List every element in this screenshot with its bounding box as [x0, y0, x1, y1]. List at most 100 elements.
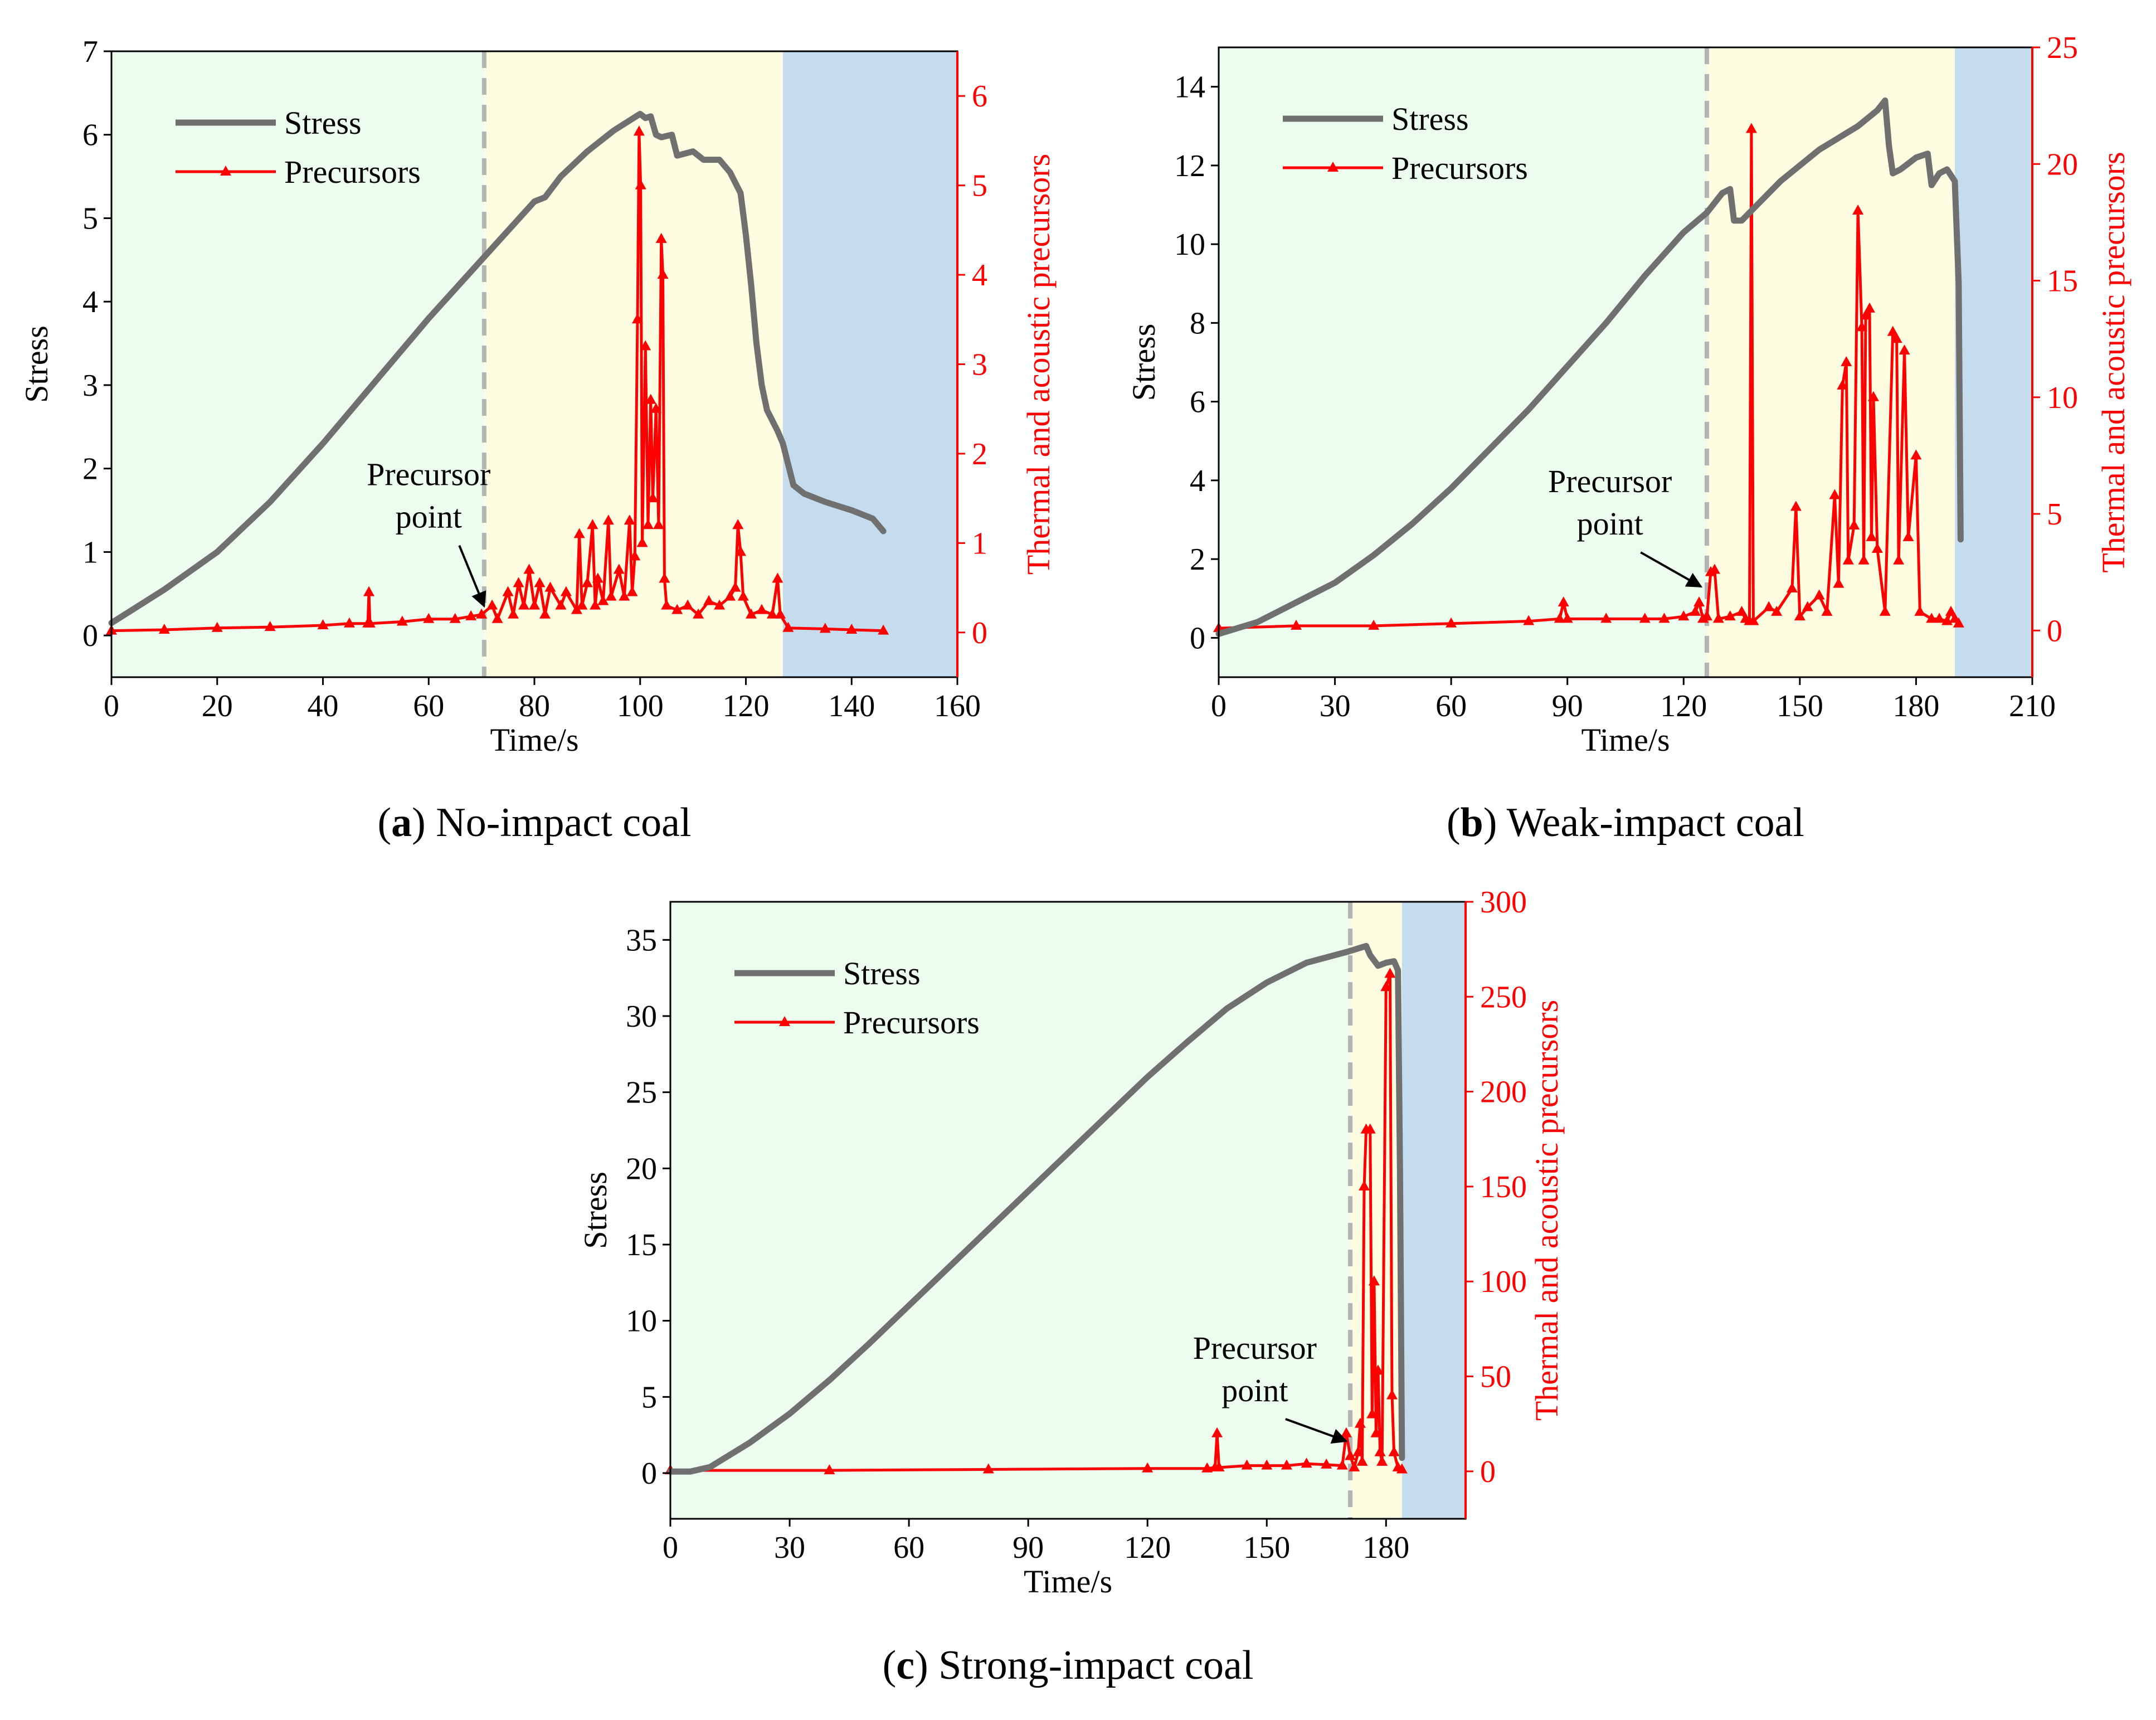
- precursors-point: [560, 586, 572, 596]
- precursors-point: [1345, 1450, 1356, 1460]
- y2-tick-label: 0: [2047, 614, 2062, 648]
- annotation-arrow: [458, 545, 486, 608]
- precursors-point: [343, 617, 355, 628]
- annotation-text-line-2: point: [1221, 1372, 1288, 1408]
- precursors-point: [1368, 1275, 1380, 1286]
- y-tick-label: 10: [1174, 227, 1205, 262]
- x-tick-label: 140: [828, 689, 875, 723]
- x-tick-label: 120: [1660, 689, 1707, 723]
- y-axis-title: Stress: [1126, 324, 1162, 401]
- precursors-point: [636, 537, 648, 547]
- precursors-point: [1914, 605, 1926, 616]
- precursors-point: [1658, 613, 1670, 623]
- caption-title: Weak-impact coal: [1507, 800, 1804, 846]
- precursors-point: [782, 621, 794, 632]
- x-tick-label: 120: [723, 689, 770, 723]
- precursors-point: [1833, 577, 1844, 588]
- y2-tick-label: 15: [2047, 264, 2078, 299]
- precursors-point: [1899, 344, 1910, 355]
- precursors-point: [1724, 610, 1736, 621]
- precursors-point: [659, 572, 670, 583]
- annotation-text-line-2: point: [1577, 506, 1643, 542]
- precursors-point: [523, 563, 535, 574]
- precursors-point: [1364, 1123, 1376, 1134]
- stress-series-line: [1215, 97, 1964, 637]
- zone-stable: [111, 51, 484, 677]
- precursors-point: [508, 608, 519, 619]
- precursors-point: [1934, 613, 1945, 623]
- y2-tick-label: 10: [2047, 381, 2078, 415]
- precursors-point: [1858, 554, 1870, 565]
- precursors-point: [1748, 615, 1759, 625]
- y-tick-label: 12: [1174, 149, 1205, 183]
- precursors-point: [1926, 613, 1938, 623]
- precursors-point: [661, 599, 673, 610]
- precursors-point: [423, 613, 435, 623]
- y2-tick-label: 50: [1480, 1360, 1511, 1395]
- precursors-point: [363, 586, 375, 596]
- x-tick-label: 120: [1124, 1530, 1171, 1565]
- panel-caption: (b) Weak-impact coal: [1447, 800, 1804, 846]
- precursors-point: [1910, 449, 1922, 460]
- precursors-point: [1352, 1446, 1364, 1456]
- y2-tick-label: 250: [1480, 980, 1527, 1014]
- precursors-point: [1745, 123, 1757, 133]
- precursors-point: [518, 599, 530, 610]
- precursors-point: [737, 590, 749, 601]
- precursors-point: [1386, 1389, 1398, 1400]
- precursors-point: [1600, 613, 1612, 623]
- x-tick-label: 150: [1777, 689, 1823, 723]
- precursors-point: [605, 590, 617, 601]
- y-tick-label: 0: [641, 1456, 657, 1491]
- precursors-point: [396, 615, 408, 626]
- annotation-text-line-1: Precursor: [367, 456, 490, 493]
- precursors-point: [732, 519, 744, 529]
- precursors-point: [1336, 1459, 1348, 1470]
- precursors-point: [1561, 613, 1573, 623]
- y2-tick-label: 0: [1480, 1455, 1496, 1489]
- precursors-point: [1837, 379, 1848, 390]
- precursors-point: [982, 1463, 994, 1474]
- zone-stable: [1219, 47, 1707, 677]
- x-axis-title: Time/s: [490, 722, 578, 758]
- precursors-point: [1848, 519, 1860, 529]
- y2-tick-label: 1: [972, 526, 987, 561]
- legend-stress-label: Stress: [284, 105, 362, 141]
- chart-panel-c: 0 30 60 90 120 150 180 0 5 10 15 20 25 30 35 0 50 100 150 2…: [577, 885, 1565, 1688]
- legend-precursors-label: Precursors: [284, 154, 421, 190]
- precursors-point: [647, 492, 659, 503]
- y2-tick-label: 200: [1480, 1075, 1527, 1110]
- precursors-point: [703, 595, 715, 605]
- precursors-point: [449, 613, 461, 623]
- annotation-text-line-1: Precursor: [1548, 463, 1672, 499]
- y-tick-label: 2: [1190, 542, 1205, 577]
- precursors-point: [1349, 1461, 1360, 1472]
- precursors-point: [671, 604, 683, 614]
- x-tick-label: 90: [1552, 689, 1583, 723]
- precursors-point: [1639, 613, 1651, 623]
- precursors-point: [1871, 542, 1883, 553]
- y2-axis-title: Thermal and acoustic precursors: [1020, 154, 1057, 575]
- precursors-point: [632, 313, 644, 324]
- zone-failure: [782, 51, 957, 677]
- precursors-point: [1301, 1457, 1312, 1468]
- y-tick-label: 14: [1174, 70, 1205, 105]
- precursors-point: [657, 269, 669, 279]
- precursors-point: [1291, 619, 1302, 630]
- precursors-point: [613, 563, 625, 574]
- y2-axis-title: Thermal and acoustic precursors: [1529, 1000, 1565, 1421]
- precursors-point: [745, 608, 757, 619]
- precursors-point: [491, 613, 503, 623]
- precursors-point: [645, 393, 656, 404]
- y-tick-label: 5: [641, 1380, 657, 1415]
- y-axis-title: Stress: [18, 325, 55, 403]
- x-tick-label: 40: [308, 689, 339, 723]
- precursors-point: [513, 577, 524, 587]
- precursors-point: [1887, 325, 1899, 336]
- x-tick-label: 30: [774, 1530, 805, 1565]
- y2-tick-label: 5: [972, 169, 987, 203]
- x-tick-label: 90: [1013, 1530, 1044, 1565]
- x-tick-label: 0: [1211, 689, 1227, 723]
- panel-caption: (a) No-impact coal: [377, 800, 691, 846]
- chart-panel-b: 0 30 60 90 120 150 180 210 0 2 4 6 8 10 12 14 0 5 10 15 20 25…: [1126, 31, 2131, 846]
